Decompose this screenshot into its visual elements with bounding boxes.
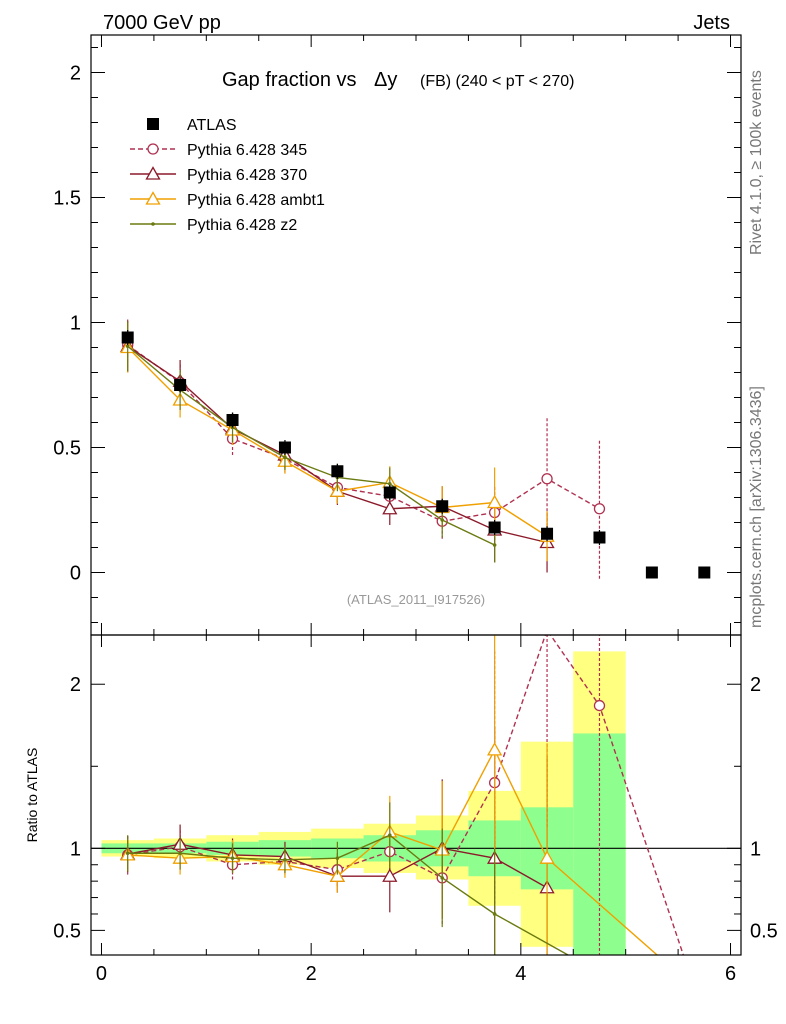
legend-label: Pythia 6.428 z2 [187,217,297,234]
title-delta: Δy [374,69,397,91]
ratio-ytick-label: 0.5 [53,920,81,942]
main-panel: Gap fraction vs Δy (FB) (240 < pT < 270)… [53,34,742,636]
main-ytick-label: 0.5 [53,438,81,460]
main-point [121,331,134,344]
main-title: Gap fraction vs Δy (FB) (240 < pT < 270) [222,69,574,91]
header-right: Jets [693,12,730,34]
ratio-point [230,856,235,860]
ratio-point [329,868,345,882]
main-point [698,566,711,579]
side-label-bottom: mcplots.cern.ch [arXiv:1306.3436] [748,386,765,628]
ratio-xtick-label: 4 [515,963,526,985]
ratio-point [593,699,606,712]
ratio-xtick-label: 0 [96,963,107,985]
ratio-point [382,868,398,882]
ratio-point [487,742,503,756]
title-sub: (FB) (240 < pT < 270) [420,73,574,90]
main-point [541,527,554,540]
main-point [593,503,606,515]
ratio-series-3 [125,802,569,955]
main-point [436,500,449,513]
main-point [645,566,658,579]
main-series-2 [120,321,555,573]
main-ytick-label: 0 [70,563,81,585]
main-plot-layer: 0 0.5 1 1.5 2 [53,34,742,636]
ratio-ytick-label: 2 [70,674,81,696]
ratio-ytick-label-right: 2 [750,674,761,696]
ratio-point [125,851,130,856]
main-line-1 [127,344,600,522]
ratio-point [335,856,340,860]
ratio-frame [90,634,742,956]
main-point [125,344,130,349]
legend-marker [147,143,159,155]
ratio-point [178,851,182,856]
ratio-panel: Ratio to ATLAS 0.5 0.5 1 1 2 2 0 2 4 6 [24,634,778,985]
main-line-2 [127,345,548,544]
main-point [440,518,445,522]
legend: ATLAS Pythia 6.428 345 Pythia 6.428 370 Pyt… [130,117,325,234]
ratio-point [539,850,555,864]
main-data-area [120,317,711,579]
main-point [383,486,396,499]
legend-item: ATLAS [147,117,237,134]
main-point [382,500,398,515]
watermark: (ATLAS_2011_I917526) [347,592,485,607]
ratio-point [387,833,392,838]
main-ytick-label: 1.5 [53,188,81,210]
legend-item: Pythia 6.428 345 [130,142,307,159]
main-ytick-label: 1 [70,313,81,335]
main-point [226,414,239,426]
main-point [174,379,187,391]
main-line-3 [127,347,548,537]
legend-marker [145,166,161,180]
ratio-data-area [91,635,741,955]
legend-marker [151,222,155,226]
ratio-xtick-label: 2 [306,963,317,985]
main-point [487,494,503,509]
ratio-point [283,858,287,862]
legend-item: Pythia 6.428 ambt1 [130,191,325,209]
legend-label: Pythia 6.428 370 [187,167,307,184]
main-point [387,481,392,486]
main-point [278,441,291,454]
main-point [541,473,553,485]
ratio-point [440,876,445,880]
main-line-4 [127,345,495,546]
main-point [488,521,501,534]
ratio-plot-layer: 0.5 0.5 1 1 2 2 0 2 4 6 [53,634,778,985]
legend-label: ATLAS [187,117,237,134]
ratio-point [492,912,497,916]
ratio-ytick-label-right: 0.5 [750,920,778,942]
title-main: Gap fraction vs [222,69,357,91]
ratio-point [544,635,550,636]
main-point [283,455,287,460]
ratio-ytick-label: 1 [70,838,81,860]
header-left: 7000 GeV pp [103,12,221,34]
side-label-top: Rivet 4.1.0, ≥ 100k events [748,70,765,255]
ratio-line-0 [127,635,685,955]
ratio-line-2 [127,748,658,955]
legend-item: Pythia 6.428 z2 [130,217,297,234]
legend-label: Pythia 6.428 345 [187,142,307,159]
main-point [331,465,344,478]
main-point [492,543,497,547]
legend-marker [145,191,161,205]
ratio-ylabel: Ratio to ATLAS [24,748,40,843]
main-series-0 [121,330,711,579]
legend-label: Pythia 6.428 ambt1 [187,192,325,209]
legend-marker [147,118,159,130]
ratio-xtick-label: 6 [725,963,736,985]
legend-item: Pythia 6.428 370 [130,166,307,184]
ratio-ytick-label-right: 1 [750,838,761,860]
main-ytick-label: 2 [70,63,81,85]
main-point [593,531,606,544]
